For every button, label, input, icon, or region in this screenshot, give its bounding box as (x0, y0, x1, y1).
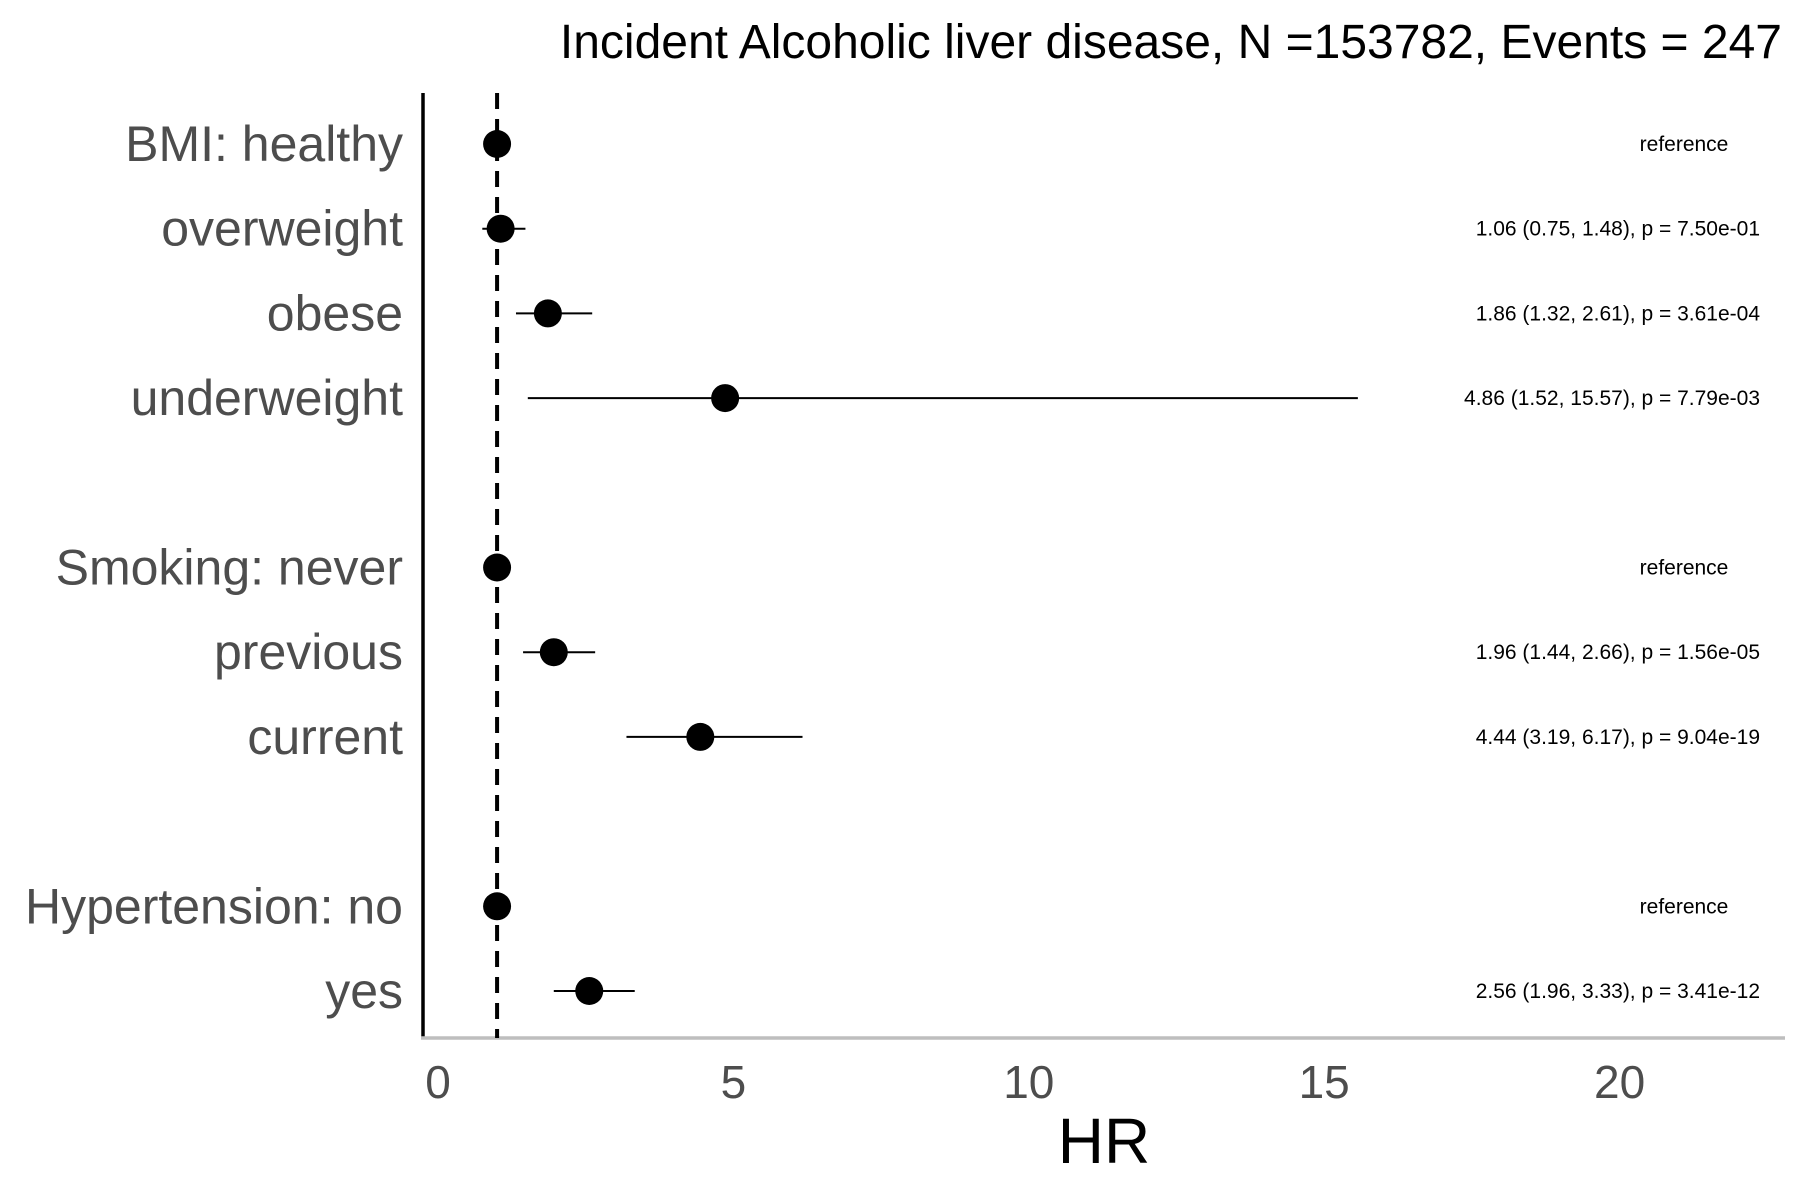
forest-row: obese 1.86 (1.32, 2.61), p = 3.61e-04 (267, 285, 1761, 341)
hr-point (711, 384, 740, 413)
row-label: Smoking: never (56, 540, 403, 596)
row-label: yes (325, 963, 403, 1019)
x-tick-label: 20 (1594, 1056, 1645, 1108)
hr-point (533, 299, 562, 328)
x-tick-label: 0 (425, 1056, 451, 1108)
hr-point (483, 130, 512, 158)
hr-point (575, 977, 604, 1005)
forest-row: BMI: healthy reference (125, 116, 1728, 172)
x-tick-label: 5 (721, 1056, 747, 1108)
forest-row: previous 1.96 (1.44, 2.66), p = 1.56e-05 (214, 624, 1760, 680)
hr-point (686, 722, 715, 751)
forest-row: underweight 4.86 (1.52, 15.57), p = 7.79e… (131, 370, 1760, 426)
chart-title: Incident Alcoholic liver disease, N =153… (560, 16, 1782, 69)
row-label: BMI: healthy (125, 116, 403, 172)
row-annotation: reference (1640, 557, 1729, 580)
x-tick-label: 10 (1003, 1056, 1054, 1108)
forest-row: current 4.44 (3.19, 6.17), p = 9.04e-19 (247, 709, 1760, 765)
hr-point (486, 214, 515, 243)
row-annotation: reference (1640, 895, 1729, 918)
forest-row: Smoking: never reference (56, 540, 1729, 596)
forest-row: Hypertension: no reference (25, 878, 1728, 934)
x-axis-title: HR (1058, 1105, 1150, 1177)
row-label: previous (214, 624, 403, 680)
rows-layer: BMI: healthy reference overweight 1.06 (0.7… (25, 116, 1760, 1019)
row-annotation: reference (1640, 133, 1729, 156)
row-annotation: 4.86 (1.52, 15.57), p = 7.79e-03 (1464, 387, 1760, 410)
forest-row: overweight 1.06 (0.75, 1.48), p = 7.50e-0… (161, 201, 1760, 257)
row-annotation: 1.96 (1.44, 2.66), p = 1.56e-05 (1476, 641, 1760, 664)
row-label: underweight (131, 370, 404, 426)
row-label: obese (267, 285, 403, 341)
forest-row: yes 2.56 (1.96, 3.33), p = 3.41e-12 (325, 963, 1760, 1019)
row-annotation: 4.44 (3.19, 6.17), p = 9.04e-19 (1476, 726, 1760, 749)
row-annotation: 1.86 (1.32, 2.61), p = 3.61e-04 (1476, 302, 1761, 325)
row-label: overweight (161, 201, 403, 257)
row-label: Hypertension: no (25, 878, 403, 934)
x-tick-label: 15 (1299, 1056, 1350, 1108)
x-ticks: 0 5 10 15 20 (425, 1056, 1645, 1108)
row-annotation: 2.56 (1.96, 3.33), p = 3.41e-12 (1476, 980, 1760, 1003)
row-label: current (247, 709, 403, 765)
row-annotation: 1.06 (0.75, 1.48), p = 7.50e-01 (1476, 218, 1760, 241)
hr-point (539, 638, 568, 667)
